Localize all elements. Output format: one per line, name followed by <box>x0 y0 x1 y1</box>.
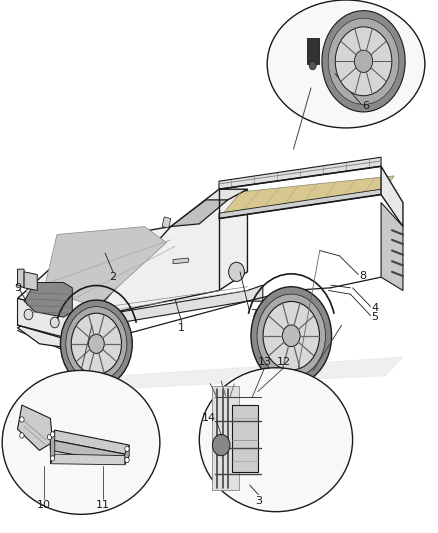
Circle shape <box>263 302 319 370</box>
Circle shape <box>322 11 405 112</box>
Polygon shape <box>24 272 37 290</box>
Text: 3: 3 <box>255 496 262 506</box>
Polygon shape <box>18 298 90 344</box>
Circle shape <box>125 446 129 451</box>
Polygon shape <box>171 189 247 227</box>
Text: 2: 2 <box>110 272 117 282</box>
Circle shape <box>20 433 24 438</box>
Ellipse shape <box>267 0 425 128</box>
Circle shape <box>257 294 325 377</box>
Circle shape <box>309 61 316 70</box>
Polygon shape <box>171 200 228 227</box>
Polygon shape <box>381 203 403 290</box>
Text: 9: 9 <box>14 283 21 293</box>
Polygon shape <box>381 166 403 227</box>
Text: 5: 5 <box>371 312 378 322</box>
Text: 7: 7 <box>250 310 257 319</box>
Text: 1: 1 <box>178 323 185 333</box>
Polygon shape <box>18 405 53 450</box>
Polygon shape <box>219 157 381 189</box>
Circle shape <box>71 313 121 374</box>
Polygon shape <box>50 430 55 464</box>
Circle shape <box>24 309 33 320</box>
Polygon shape <box>44 227 166 306</box>
Circle shape <box>50 432 55 437</box>
Text: 12: 12 <box>277 358 291 367</box>
Circle shape <box>328 18 399 104</box>
Polygon shape <box>219 189 381 219</box>
Text: 10: 10 <box>37 500 51 510</box>
Polygon shape <box>90 189 247 317</box>
Polygon shape <box>173 258 188 264</box>
Circle shape <box>47 434 52 440</box>
Polygon shape <box>18 317 90 349</box>
Circle shape <box>60 300 132 387</box>
Circle shape <box>88 334 104 353</box>
Polygon shape <box>81 285 263 328</box>
Circle shape <box>66 306 127 381</box>
Circle shape <box>20 417 24 422</box>
Text: 14: 14 <box>202 414 216 423</box>
Polygon shape <box>50 454 129 465</box>
Text: 11: 11 <box>96 500 110 510</box>
Circle shape <box>212 434 230 456</box>
Text: 4: 4 <box>371 303 378 313</box>
Polygon shape <box>24 282 72 317</box>
Polygon shape <box>18 227 184 317</box>
Ellipse shape <box>199 368 353 512</box>
Circle shape <box>229 262 244 281</box>
Text: 13: 13 <box>258 358 272 367</box>
Text: 8: 8 <box>359 271 366 281</box>
Polygon shape <box>50 430 129 454</box>
Polygon shape <box>125 445 129 465</box>
Circle shape <box>283 325 300 346</box>
Polygon shape <box>212 386 239 490</box>
Polygon shape <box>18 269 24 288</box>
Polygon shape <box>162 217 171 228</box>
FancyBboxPatch shape <box>307 38 319 64</box>
Polygon shape <box>232 405 258 472</box>
Text: 6: 6 <box>362 101 369 110</box>
Ellipse shape <box>2 370 160 514</box>
Circle shape <box>50 317 59 328</box>
Circle shape <box>125 457 129 463</box>
Polygon shape <box>50 440 125 464</box>
Circle shape <box>335 27 392 96</box>
Polygon shape <box>35 357 403 392</box>
Circle shape <box>354 50 373 72</box>
Polygon shape <box>219 176 394 219</box>
Circle shape <box>50 456 55 461</box>
Circle shape <box>251 287 332 385</box>
